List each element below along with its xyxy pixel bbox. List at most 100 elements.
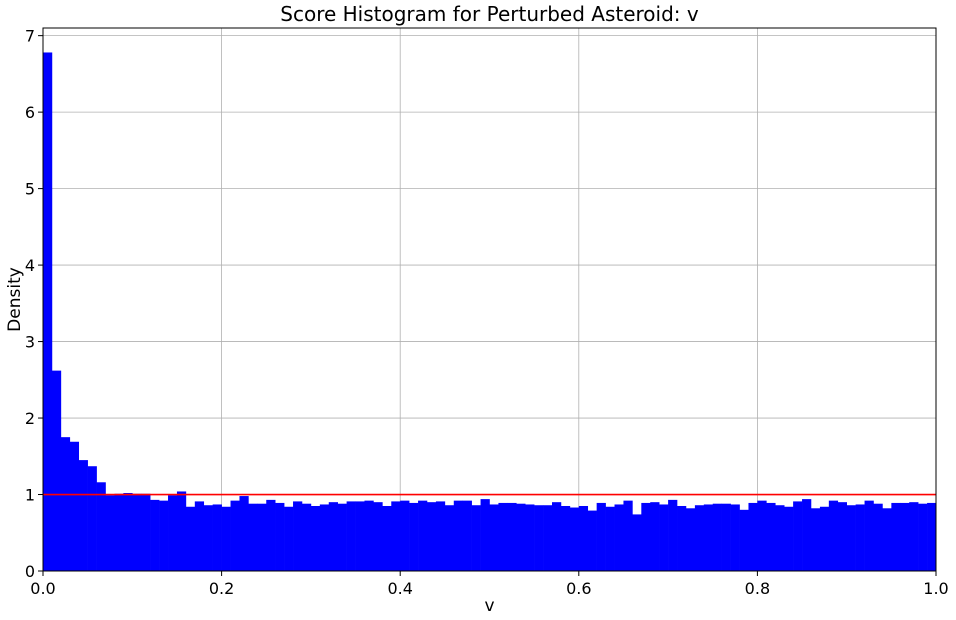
histogram-bar: [60, 437, 71, 571]
histogram-bar: [185, 506, 196, 571]
histogram-bar: [310, 505, 321, 571]
histogram-bar: [176, 491, 187, 571]
histogram-bar: [498, 502, 508, 571]
histogram-bar: [587, 510, 597, 571]
y-tick-label: 4: [25, 256, 35, 275]
histogram-bar: [819, 506, 830, 571]
histogram-bar: [855, 504, 865, 571]
histogram-bar: [927, 502, 937, 571]
histogram-bar: [435, 501, 446, 571]
histogram-bar: [802, 499, 812, 571]
histogram-bar: [382, 505, 392, 571]
y-tick-label: 1: [25, 486, 35, 505]
y-tick-label: 7: [25, 27, 35, 46]
histogram-bar: [364, 500, 374, 571]
y-axis-label: Density: [5, 267, 25, 332]
histogram-bar: [212, 504, 222, 571]
histogram-bar: [43, 52, 53, 571]
histogram-bar: [96, 482, 106, 571]
histogram-bar: [319, 504, 330, 571]
histogram-bar: [677, 505, 687, 571]
histogram-bar: [909, 502, 919, 571]
histogram-bar: [355, 501, 365, 571]
histogram-bar: [837, 502, 847, 571]
histogram-bar: [578, 505, 589, 571]
histogram-bar: [426, 502, 437, 571]
histogram-bar: [757, 500, 767, 571]
histogram-bar: [766, 502, 776, 571]
x-tick-label: 0.4: [387, 579, 412, 598]
histogram-bar: [775, 505, 785, 571]
histogram-bar: [141, 493, 151, 571]
histogram-bar: [596, 502, 606, 571]
histogram-bar: [810, 508, 821, 571]
histogram-bar: [400, 500, 410, 571]
histogram-bar: [864, 500, 874, 571]
plot-frame: [42, 27, 937, 572]
grid: [43, 28, 936, 571]
histogram-bar: [194, 501, 205, 571]
histogram-bar: [552, 502, 562, 571]
histogram-bar: [301, 503, 312, 571]
axis-ticks: 0.0 0.2 0.4 0.6 0.8 1.0 0 1 2 3 4 5 6 7: [25, 27, 949, 598]
histogram-bar: [641, 502, 651, 571]
histogram-bar: [248, 503, 258, 571]
histogram-bar: [114, 493, 124, 571]
histogram-bar: [721, 503, 731, 571]
y-tick-label: 6: [25, 103, 35, 122]
x-tick-label: 1.0: [923, 579, 948, 598]
histogram-bar: [846, 505, 856, 571]
y-tick-label: 2: [25, 409, 35, 428]
histogram-bar: [239, 496, 249, 571]
histogram-bar: [293, 501, 303, 571]
histogram-bar: [739, 509, 749, 571]
histogram-bar: [391, 501, 401, 571]
histogram-bar: [453, 500, 464, 571]
histogram-bar: [123, 492, 133, 571]
x-tick-label: 0.0: [30, 579, 55, 598]
histogram-bar: [328, 502, 338, 571]
histogram-bar: [105, 495, 115, 571]
histogram-bar: [78, 460, 88, 571]
histogram-bar: [569, 507, 580, 571]
histogram-bar: [712, 503, 722, 571]
histogram-bar: [203, 505, 213, 571]
histogram-bar: [650, 502, 660, 571]
y-tick-label: 0: [25, 562, 35, 581]
histogram-bar: [685, 508, 696, 571]
x-tick-label: 0.6: [566, 579, 591, 598]
chart-title: Score Histogram for Perturbed Asteroid: …: [280, 2, 699, 26]
histogram-bar: [900, 502, 910, 571]
histogram-bar: [793, 501, 803, 571]
histogram-bar: [543, 505, 553, 571]
histogram-bar: [694, 505, 705, 571]
histogram-bar: [471, 505, 481, 571]
y-tick-label: 3: [25, 333, 35, 352]
histogram-bar: [51, 370, 62, 571]
histogram-bar: [668, 499, 678, 571]
histogram-bar: [659, 504, 669, 571]
histogram-bar: [516, 503, 526, 571]
histogram-bar: [337, 503, 347, 571]
histogram-bar: [444, 505, 455, 571]
histogram-bar: [525, 504, 535, 571]
histogram-bar: [632, 514, 642, 571]
histogram-bar: [480, 499, 490, 571]
histogram-bar: [266, 499, 276, 571]
histogram-bar: [489, 504, 499, 571]
histogram-bar: [730, 504, 740, 571]
histogram-bar: [748, 502, 758, 571]
histogram-bar: [168, 495, 178, 571]
histogram-bar: [703, 504, 714, 571]
histogram-bar: [159, 500, 169, 571]
histogram-bar: [784, 506, 794, 571]
histogram-bar: [828, 500, 839, 571]
histogram-bar: [87, 466, 97, 571]
histogram-bar: [418, 500, 428, 571]
histogram-bar: [623, 500, 633, 571]
histogram-bar: [257, 503, 267, 571]
histogram-bar: [462, 500, 472, 571]
histogram-bar: [409, 502, 419, 571]
histogram-bar: [507, 502, 517, 571]
histogram-bar: [873, 503, 883, 571]
